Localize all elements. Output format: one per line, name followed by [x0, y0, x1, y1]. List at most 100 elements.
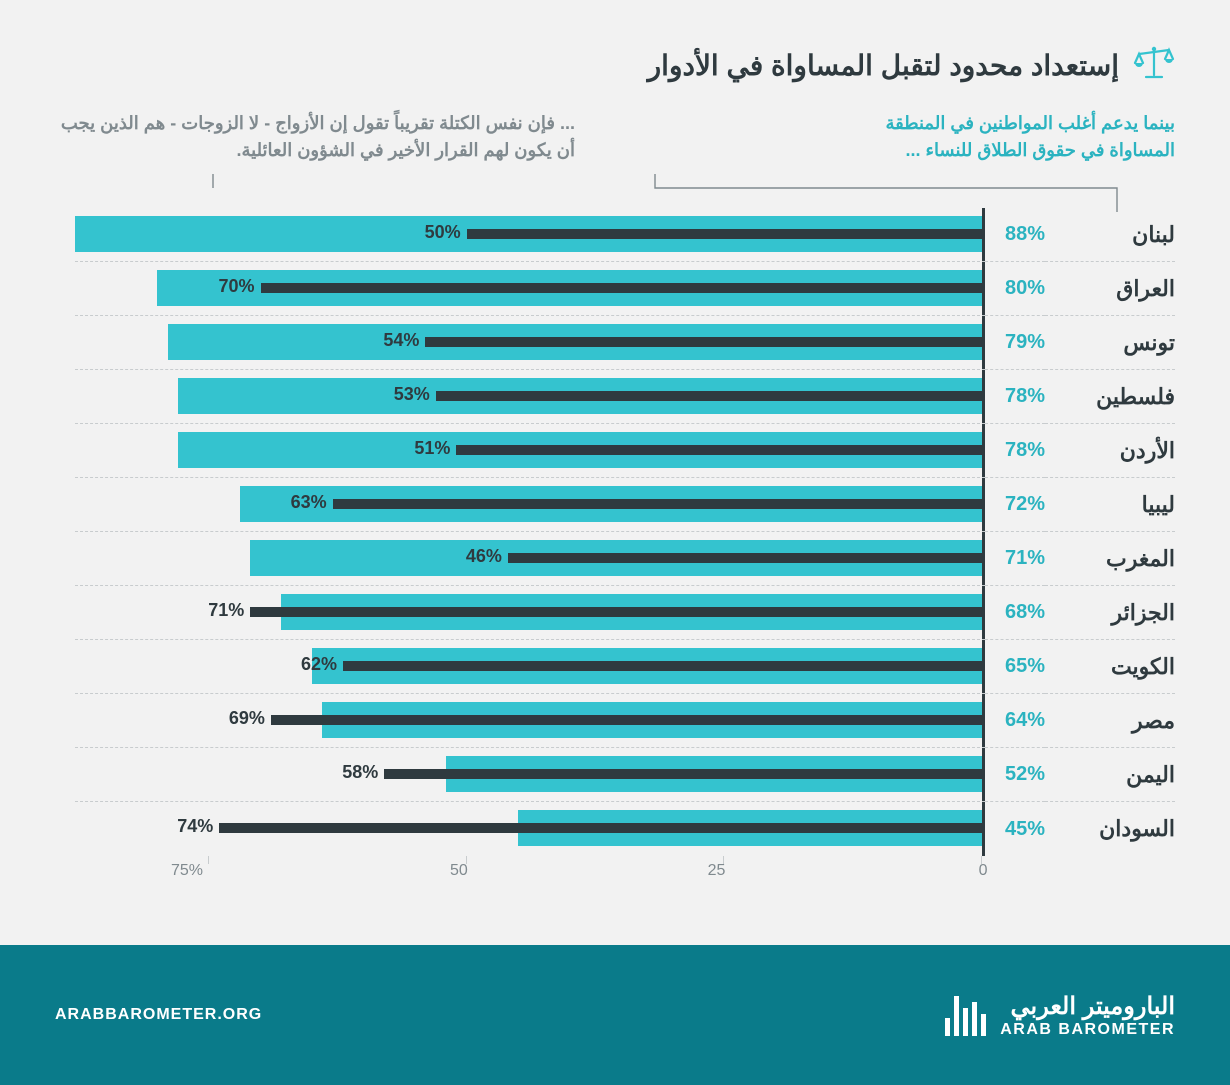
- bar-row: 50%: [75, 208, 985, 262]
- teal-pct-row: 72%: [985, 478, 1045, 532]
- bars-cell: 53%: [75, 370, 985, 423]
- bar-dark-label: 58%: [342, 762, 378, 783]
- country-label: السودان: [1099, 816, 1175, 842]
- teal-pct-value: 65%: [1005, 655, 1045, 678]
- teal-pct-row: 88%: [985, 208, 1045, 262]
- bar-dark: [436, 391, 982, 401]
- teal-pct-value: 64%: [1005, 709, 1045, 732]
- bars-cell: 71%: [75, 586, 985, 639]
- country-label: الكويت: [1111, 654, 1175, 680]
- teal-pct-value: 71%: [1005, 547, 1045, 570]
- bars-cell: 69%: [75, 694, 985, 747]
- axis-tick: 75%: [171, 862, 203, 880]
- country-label: العراق: [1116, 276, 1175, 302]
- bars-cell: 70%: [75, 262, 985, 315]
- bar-dark: [271, 715, 982, 725]
- teal-pct-value: 45%: [1005, 818, 1045, 841]
- teal-pct-row: 52%: [985, 748, 1045, 802]
- subhead-row: بينما يدعم أغلب المواطنين في المنطقة الم…: [55, 110, 1175, 164]
- chart-title: إستعداد محدود لتقبل المساواة في الأدوار: [648, 49, 1119, 82]
- teal-pct-value: 78%: [1005, 385, 1045, 408]
- bar-dark: [343, 661, 982, 671]
- teal-pct-row: 80%: [985, 262, 1045, 316]
- teal-pct-row: 65%: [985, 640, 1045, 694]
- country-row: الأردن: [1045, 424, 1175, 478]
- bar-dark-label: 54%: [383, 330, 419, 351]
- bar-dark-label: 62%: [301, 654, 337, 675]
- brand-arabic: الباروميتر العربي: [1000, 992, 1175, 1021]
- connector-lines: [55, 174, 1175, 202]
- bar-dark-label: 51%: [414, 438, 450, 459]
- bar-dark-label: 50%: [425, 222, 461, 243]
- bars-cell: 58%: [75, 748, 985, 801]
- teal-pct-row: 64%: [985, 694, 1045, 748]
- country-row: تونس: [1045, 316, 1175, 370]
- bar-dark: [467, 229, 982, 239]
- bar-row: 71%: [75, 586, 985, 640]
- bars-cell: 46%: [75, 532, 985, 585]
- bar-dark: [384, 769, 982, 779]
- footer-url: ARABBAROMETER.ORG: [55, 1006, 262, 1024]
- teal-pct-value: 88%: [1005, 223, 1045, 246]
- chart-area: لبنانالعراقتونسفلسطينالأردنليبياالمغربال…: [55, 208, 1175, 888]
- brand-english: ARAB BAROMETER: [1000, 1021, 1175, 1039]
- bar-row: 51%: [75, 424, 985, 478]
- bar-dark-label: 71%: [208, 600, 244, 621]
- bars-cell: 50%: [75, 208, 985, 261]
- country-column: لبنانالعراقتونسفلسطينالأردنليبياالمغربال…: [1045, 208, 1175, 888]
- brand-bars-icon: [945, 994, 986, 1036]
- country-row: مصر: [1045, 694, 1175, 748]
- country-row: السودان: [1045, 802, 1175, 856]
- bar-dark: [333, 499, 982, 509]
- country-label: الأردن: [1120, 438, 1175, 464]
- country-row: العراق: [1045, 262, 1175, 316]
- bar-row: 46%: [75, 532, 985, 586]
- bar-dark-label: 69%: [229, 708, 265, 729]
- country-row: الجزائر: [1045, 586, 1175, 640]
- bar-row: 63%: [75, 478, 985, 532]
- country-row: اليمن: [1045, 748, 1175, 802]
- subhead-primary: بينما يدعم أغلب المواطنين في المنطقة الم…: [875, 110, 1175, 164]
- bar-dark-label: 63%: [291, 492, 327, 513]
- bars-cell: 62%: [75, 640, 985, 693]
- bar-row: 54%: [75, 316, 985, 370]
- bars-cell: 51%: [75, 424, 985, 477]
- country-row: لبنان: [1045, 208, 1175, 262]
- country-label: اليمن: [1126, 762, 1175, 788]
- teal-pct-row: 71%: [985, 532, 1045, 586]
- bar-row: 74%: [75, 802, 985, 856]
- axis-tick: 25: [708, 862, 726, 880]
- bar-dark: [219, 823, 982, 833]
- country-label: مصر: [1132, 708, 1175, 734]
- header-row: إستعداد محدود لتقبل المساواة في الأدوار: [55, 45, 1175, 86]
- teal-pct-value: 68%: [1005, 601, 1045, 624]
- balance-scale-icon: [1133, 45, 1175, 86]
- bar-row: 69%: [75, 694, 985, 748]
- country-label: الجزائر: [1111, 600, 1175, 626]
- bar-row: 53%: [75, 370, 985, 424]
- teal-pct-value: 72%: [1005, 493, 1045, 516]
- country-row: الكويت: [1045, 640, 1175, 694]
- bar-dark: [261, 283, 982, 293]
- bar-dark: [250, 607, 982, 617]
- teal-pct-row: 45%: [985, 802, 1045, 856]
- bar-dark-label: 53%: [394, 384, 430, 405]
- subhead-secondary: ... فإن نفس الكتلة تقريباً تقول إن الأزو…: [55, 110, 575, 164]
- bar-row: 62%: [75, 640, 985, 694]
- country-label: فلسطين: [1096, 384, 1175, 410]
- teal-pct-value: 79%: [1005, 331, 1045, 354]
- bars-column: 50%70%54%53%51%63%46%71%62%69%58%74% 025…: [55, 208, 985, 888]
- country-row: فلسطين: [1045, 370, 1175, 424]
- footer: ARABBAROMETER.ORG الباروميتر العربي ARAB…: [0, 945, 1230, 1085]
- brand-text: الباروميتر العربي ARAB BAROMETER: [1000, 992, 1175, 1039]
- bars-cell: 74%: [75, 802, 985, 856]
- country-label: ليبيا: [1142, 492, 1175, 518]
- bar-dark: [508, 553, 982, 563]
- bar-row: 70%: [75, 262, 985, 316]
- axis-tick: 50: [450, 862, 468, 880]
- bar-dark: [456, 445, 982, 455]
- teal-pct-row: 68%: [985, 586, 1045, 640]
- teal-percent-column: 88% 80% 79% 78% 78% 72% 71% 68% 65% 64% 52% 45%: [985, 208, 1045, 888]
- teal-pct-row: 78%: [985, 424, 1045, 478]
- bar-dark-label: 46%: [466, 546, 502, 567]
